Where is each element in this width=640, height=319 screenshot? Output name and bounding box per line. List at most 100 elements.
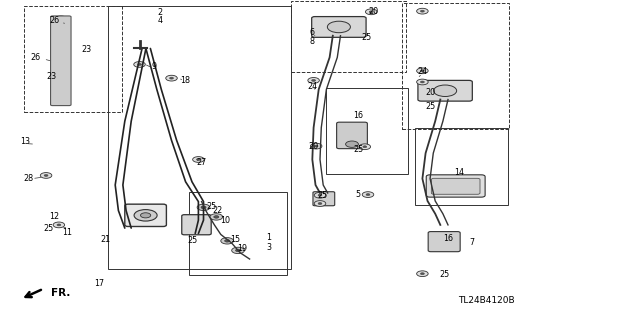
FancyBboxPatch shape	[337, 122, 367, 149]
Circle shape	[225, 240, 230, 242]
Circle shape	[201, 206, 206, 209]
Circle shape	[58, 46, 63, 48]
Bar	[108, 6, 291, 269]
Text: TL24B4120B: TL24B4120B	[458, 296, 515, 305]
Text: 20: 20	[425, 88, 435, 97]
Text: 25: 25	[361, 33, 371, 42]
Text: 5: 5	[356, 190, 361, 199]
Bar	[402, 3, 509, 129]
Circle shape	[54, 16, 67, 22]
Text: 15: 15	[230, 235, 241, 244]
Circle shape	[417, 8, 428, 14]
Text: 25: 25	[43, 224, 53, 233]
Text: 20: 20	[308, 142, 319, 151]
Text: 1: 1	[266, 233, 271, 242]
Circle shape	[54, 44, 67, 50]
Text: 25: 25	[317, 191, 328, 200]
FancyBboxPatch shape	[125, 204, 166, 226]
Circle shape	[314, 145, 318, 147]
Circle shape	[363, 146, 367, 148]
Text: 28: 28	[24, 174, 34, 183]
Text: 17: 17	[94, 279, 104, 288]
Text: 25: 25	[440, 270, 450, 279]
FancyBboxPatch shape	[182, 215, 211, 235]
Text: 12: 12	[49, 212, 60, 221]
Text: 7: 7	[470, 238, 475, 247]
Circle shape	[369, 11, 373, 13]
Text: 16: 16	[443, 234, 453, 243]
FancyBboxPatch shape	[51, 16, 71, 106]
Circle shape	[417, 68, 428, 74]
Text: 26: 26	[49, 16, 60, 25]
Text: 19: 19	[237, 244, 247, 253]
Text: 21: 21	[100, 235, 111, 244]
Text: 25: 25	[206, 202, 216, 211]
Circle shape	[328, 21, 351, 33]
FancyBboxPatch shape	[431, 178, 480, 194]
Circle shape	[58, 18, 63, 20]
Text: 23: 23	[81, 45, 92, 54]
Circle shape	[57, 224, 61, 226]
Circle shape	[53, 222, 65, 228]
Circle shape	[58, 87, 63, 90]
Text: 20: 20	[368, 7, 378, 16]
Text: 9: 9	[151, 63, 156, 71]
Circle shape	[365, 9, 377, 15]
Text: 18: 18	[180, 76, 191, 85]
Text: 11: 11	[62, 228, 72, 237]
Circle shape	[166, 75, 177, 81]
Text: 25: 25	[187, 236, 197, 245]
FancyBboxPatch shape	[426, 175, 485, 197]
Text: FR.: FR.	[51, 288, 70, 298]
Circle shape	[362, 192, 374, 197]
Text: 25: 25	[353, 145, 364, 154]
Bar	[326, 88, 408, 174]
Circle shape	[318, 194, 322, 196]
Circle shape	[232, 247, 244, 254]
Bar	[291, 1, 406, 72]
FancyBboxPatch shape	[313, 192, 335, 206]
Circle shape	[58, 32, 63, 34]
Text: 26: 26	[30, 53, 40, 62]
Circle shape	[221, 238, 234, 244]
Circle shape	[417, 271, 428, 277]
Text: 24: 24	[307, 82, 317, 91]
Text: 10: 10	[220, 216, 230, 225]
Circle shape	[359, 144, 371, 150]
FancyBboxPatch shape	[312, 17, 366, 37]
Text: 8: 8	[310, 37, 315, 46]
Circle shape	[417, 79, 428, 85]
Circle shape	[134, 210, 157, 221]
Circle shape	[366, 194, 370, 196]
Text: 24: 24	[417, 67, 428, 76]
Circle shape	[434, 85, 457, 97]
Bar	[415, 128, 508, 205]
Text: 2: 2	[157, 8, 163, 17]
Circle shape	[214, 216, 219, 218]
Circle shape	[308, 78, 319, 83]
Text: 23: 23	[46, 72, 56, 81]
Circle shape	[54, 85, 67, 92]
Text: 14: 14	[454, 168, 465, 177]
Circle shape	[346, 141, 358, 147]
Circle shape	[58, 59, 63, 62]
Text: 22: 22	[212, 206, 223, 215]
Circle shape	[54, 57, 67, 64]
Circle shape	[170, 77, 173, 79]
Circle shape	[420, 273, 424, 275]
Text: 4: 4	[157, 16, 163, 25]
Circle shape	[54, 30, 67, 36]
Circle shape	[40, 173, 52, 178]
Circle shape	[420, 70, 424, 72]
Text: 13: 13	[20, 137, 31, 146]
Circle shape	[54, 99, 67, 105]
Circle shape	[310, 143, 322, 149]
Circle shape	[196, 159, 200, 160]
Circle shape	[312, 79, 316, 81]
Circle shape	[314, 192, 326, 198]
Circle shape	[318, 203, 322, 204]
Circle shape	[54, 71, 67, 78]
Text: 6: 6	[310, 28, 315, 37]
Text: 16: 16	[353, 111, 364, 120]
Circle shape	[58, 73, 63, 76]
